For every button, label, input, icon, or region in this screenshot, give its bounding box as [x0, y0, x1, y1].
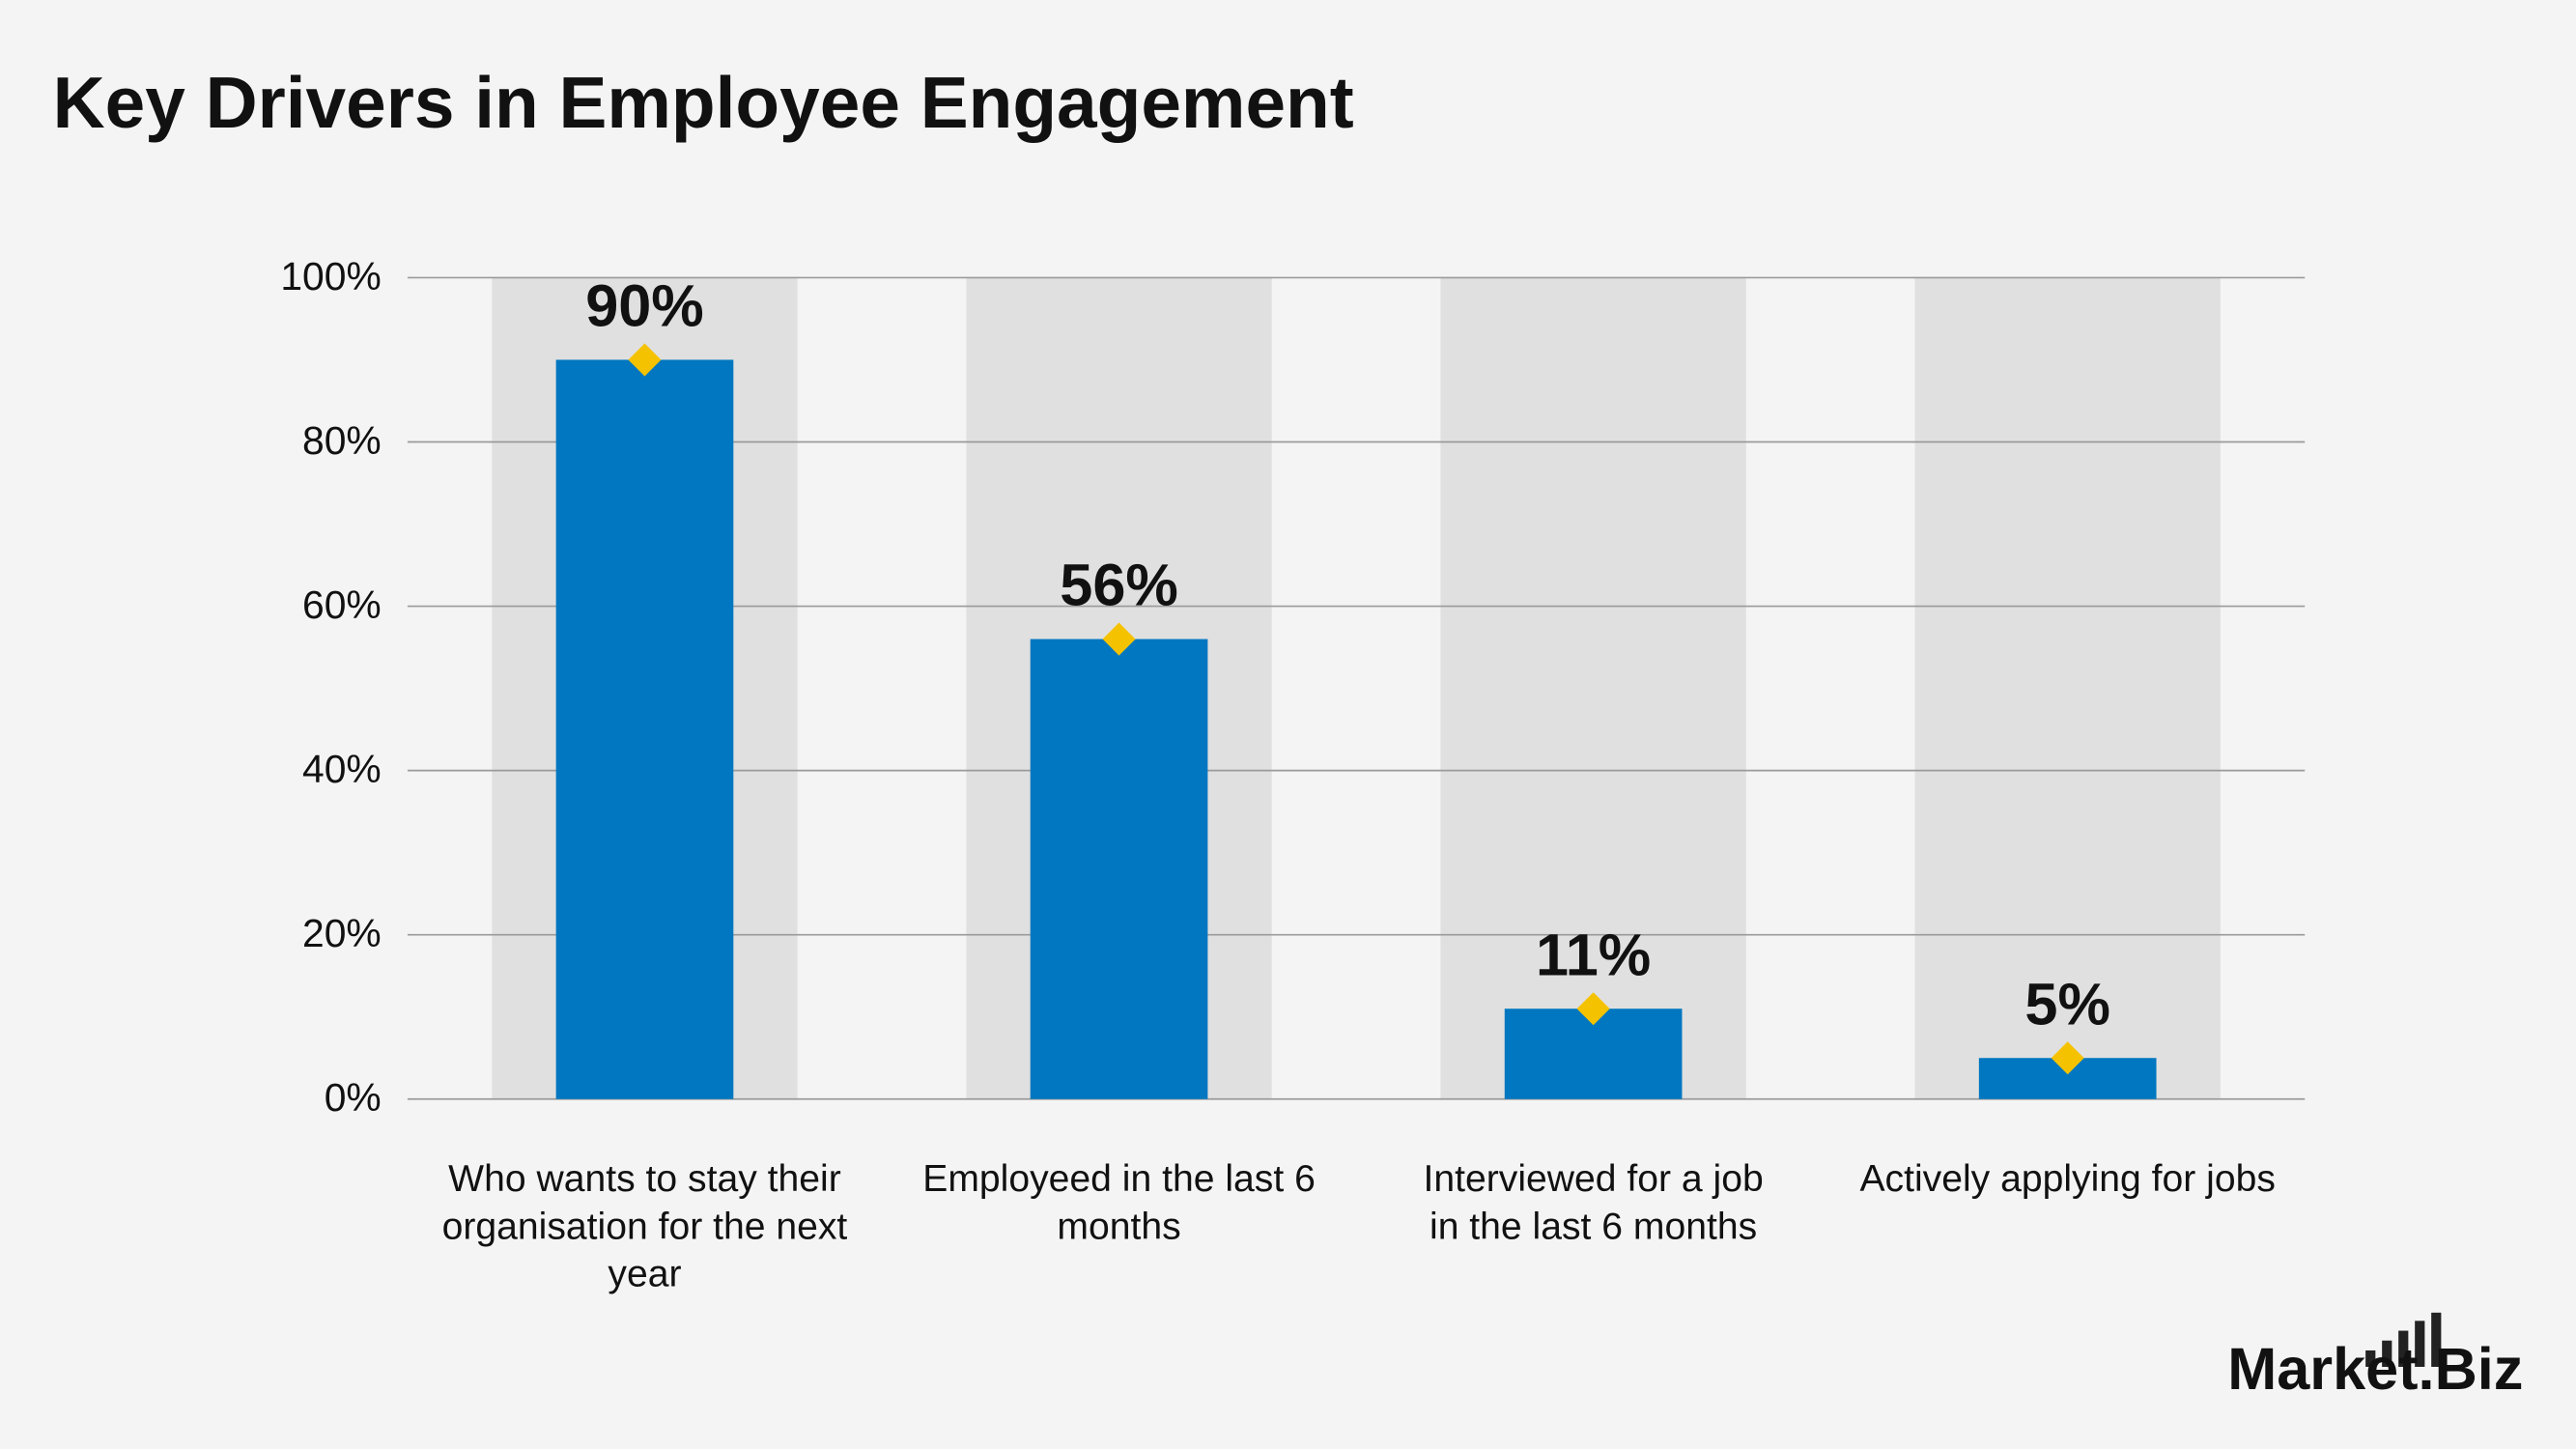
y-tick-label: 20%	[302, 911, 382, 955]
x-tick-label-box: Actively applying for jobs	[1859, 1156, 2276, 1200]
column-background	[1440, 277, 1746, 1099]
x-tick-label-box: Who wants to stay their organisation for…	[441, 1156, 848, 1295]
brand: Market.Biz	[2227, 1336, 2523, 1402]
brand-icon	[2365, 1312, 2442, 1367]
y-tick-label: 80%	[302, 418, 382, 463]
value-marker	[1576, 992, 1610, 1026]
bar	[1030, 639, 1208, 1099]
x-tick-label-box: Interviewed for a job in the last 6 mont…	[1423, 1156, 1764, 1247]
value-label: 5%	[2024, 971, 2109, 1037]
column-background	[1914, 277, 2221, 1099]
value-marker	[1102, 622, 1136, 656]
y-tick-label: 60%	[302, 582, 382, 627]
y-tick-label: 100%	[280, 254, 381, 298]
x-tick-label: Employeed in the last 6 months	[922, 1156, 1316, 1247]
x-tick-label: Interviewed for a job in the last 6 mont…	[1423, 1156, 1764, 1247]
y-tick-label: 0%	[325, 1075, 382, 1120]
chart-title: Key Drivers in Employee Engagement	[53, 62, 1354, 143]
x-tick-label-box: Employeed in the last 6 months	[922, 1156, 1316, 1247]
value-label: 90%	[585, 273, 704, 339]
bar	[555, 359, 734, 1099]
value-label: 56%	[1060, 553, 1178, 618]
x-tick-label: Who wants to stay their organisation for…	[441, 1156, 848, 1295]
value-marker	[2051, 1041, 2084, 1075]
y-tick-label: 40%	[302, 747, 382, 791]
value-label: 11%	[1536, 922, 1651, 987]
x-tick-label: Actively applying for jobs	[1859, 1156, 2276, 1200]
